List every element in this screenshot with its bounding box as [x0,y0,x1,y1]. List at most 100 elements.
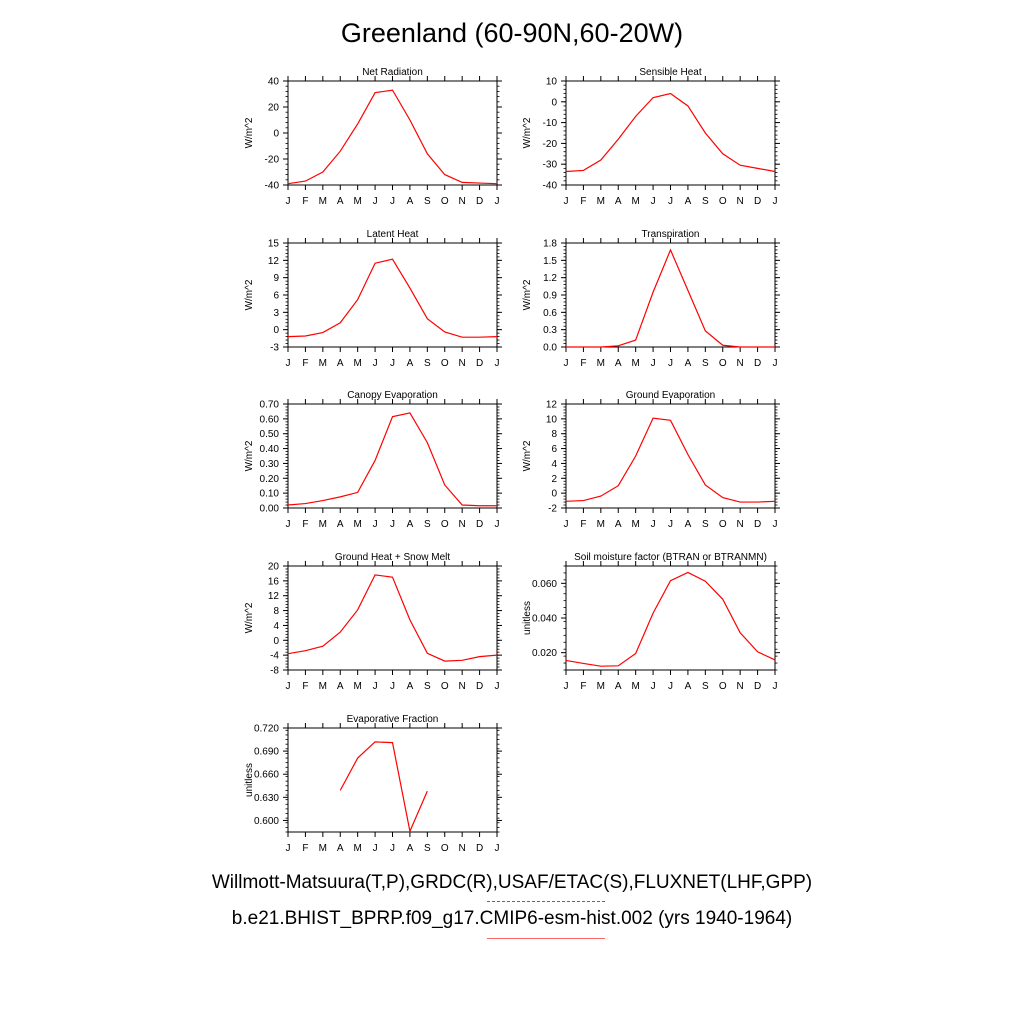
y-tick-label: 0.50 [260,429,280,440]
x-tick-label: J [651,196,656,207]
y-tick-label: 1.8 [543,239,557,250]
x-tick-label: O [719,519,727,530]
x-tick-label: M [631,681,639,692]
footer-model-case: b.e21.BHIST_BPRP.f09_g17.CMIP6-esm-hist.… [231,908,793,929]
panel-title: Evaporative Fraction [347,714,439,725]
y-tick-label: -8 [270,666,279,677]
x-tick-label: J [495,681,500,692]
x-tick-label: J [495,196,500,207]
y-tick-label: 15 [268,239,280,250]
y-tick-label: 0 [273,325,279,336]
y-tick-label: 10 [546,77,558,88]
x-tick-label: S [424,519,431,530]
y-tick-label: 0.00 [260,504,280,515]
x-tick-label: A [407,196,414,207]
y-tick-label: 0.040 [532,614,557,625]
x-tick-label: J [773,196,778,207]
x-tick-label: J [286,358,291,369]
x-tick-label: A [615,358,622,369]
figure-title: Greenland (60-90N,60-20W) [340,18,684,48]
x-tick-label: O [441,196,449,207]
y-axis-label: unitless [522,601,533,635]
y-tick-label: 16 [268,576,280,587]
x-tick-label: A [685,196,692,207]
y-tick-label: -30 [543,160,558,171]
x-tick-label: J [286,519,291,530]
y-tick-label: 0.060 [532,579,557,590]
plot-frame [565,80,776,186]
x-tick-label: J [390,358,395,369]
x-tick-label: O [719,196,727,207]
chart-panel: J F M A M J J A S O N D J0.6000.6300.6600.6900.720Ev… [244,714,502,854]
x-tick-label: J [495,843,500,854]
x-tick-label: S [702,196,709,207]
x-tick-label: J [373,196,378,207]
y-tick-label: 0.600 [254,816,279,827]
x-tick-label: J [390,196,395,207]
x-tick-label: S [702,681,709,692]
x-tick-label: J [668,681,673,692]
x-tick-label: A [407,519,414,530]
y-tick-label: 8 [551,429,557,440]
y-tick-label: 2 [551,474,557,485]
plot-frame [565,403,776,509]
x-tick-label: M [597,681,605,692]
y-tick-label: 9 [273,273,279,284]
series-line [287,89,498,185]
x-tick-label: J [564,519,569,530]
y-tick-label: 0.3 [543,325,557,336]
x-tick-label: O [719,681,727,692]
series-line [565,417,776,503]
legend-dash-observations [487,901,605,902]
y-tick-label: 0 [551,97,557,108]
x-tick-label: N [459,358,466,369]
x-tick-label: A [407,681,414,692]
x-tick-label: O [441,358,449,369]
y-tick-label: 1.2 [543,273,557,284]
y-tick-label: 1.5 [543,256,557,267]
chart-panel: J F M A M J J A S O N D J0.000.100.200.300.400.500.6… [244,390,502,530]
x-tick-label: F [580,681,586,692]
x-tick-label: O [719,358,727,369]
x-tick-label: J [564,681,569,692]
panel-title: Soil moisture factor (BTRAN or BTRANMN) [574,552,767,563]
y-tick-label: 6 [551,444,557,455]
y-tick-label: 20 [268,562,280,573]
y-tick-label: 12 [546,400,558,411]
x-tick-label: F [580,358,586,369]
y-tick-label: 0 [273,129,279,140]
x-tick-label: J [668,519,673,530]
x-tick-label: F [302,681,308,692]
x-tick-label: J [564,196,569,207]
plot-frame [287,565,498,671]
y-tick-label: 12 [268,591,280,602]
x-tick-label: N [459,196,466,207]
y-axis-label: W/m^2 [522,279,533,310]
y-tick-label: -4 [270,651,279,662]
x-tick-label: A [337,519,344,530]
x-tick-label: D [476,519,483,530]
x-tick-label: J [373,681,378,692]
y-tick-label: 40 [268,77,280,88]
x-tick-label: J [651,519,656,530]
x-tick-label: A [337,358,344,369]
x-tick-label: J [564,358,569,369]
x-tick-label: J [373,843,378,854]
y-axis-label: unitless [244,763,255,797]
x-tick-label: M [319,196,327,207]
x-tick-label: D [754,519,761,530]
y-tick-label: 0.70 [260,400,280,411]
x-tick-label: A [615,519,622,530]
y-tick-label: 0.720 [254,724,279,735]
x-tick-label: A [615,196,622,207]
x-tick-label: M [353,843,361,854]
x-tick-label: M [597,519,605,530]
x-tick-label: J [373,358,378,369]
x-tick-label: M [597,196,605,207]
x-tick-label: J [773,681,778,692]
y-tick-label: -20 [265,155,280,166]
